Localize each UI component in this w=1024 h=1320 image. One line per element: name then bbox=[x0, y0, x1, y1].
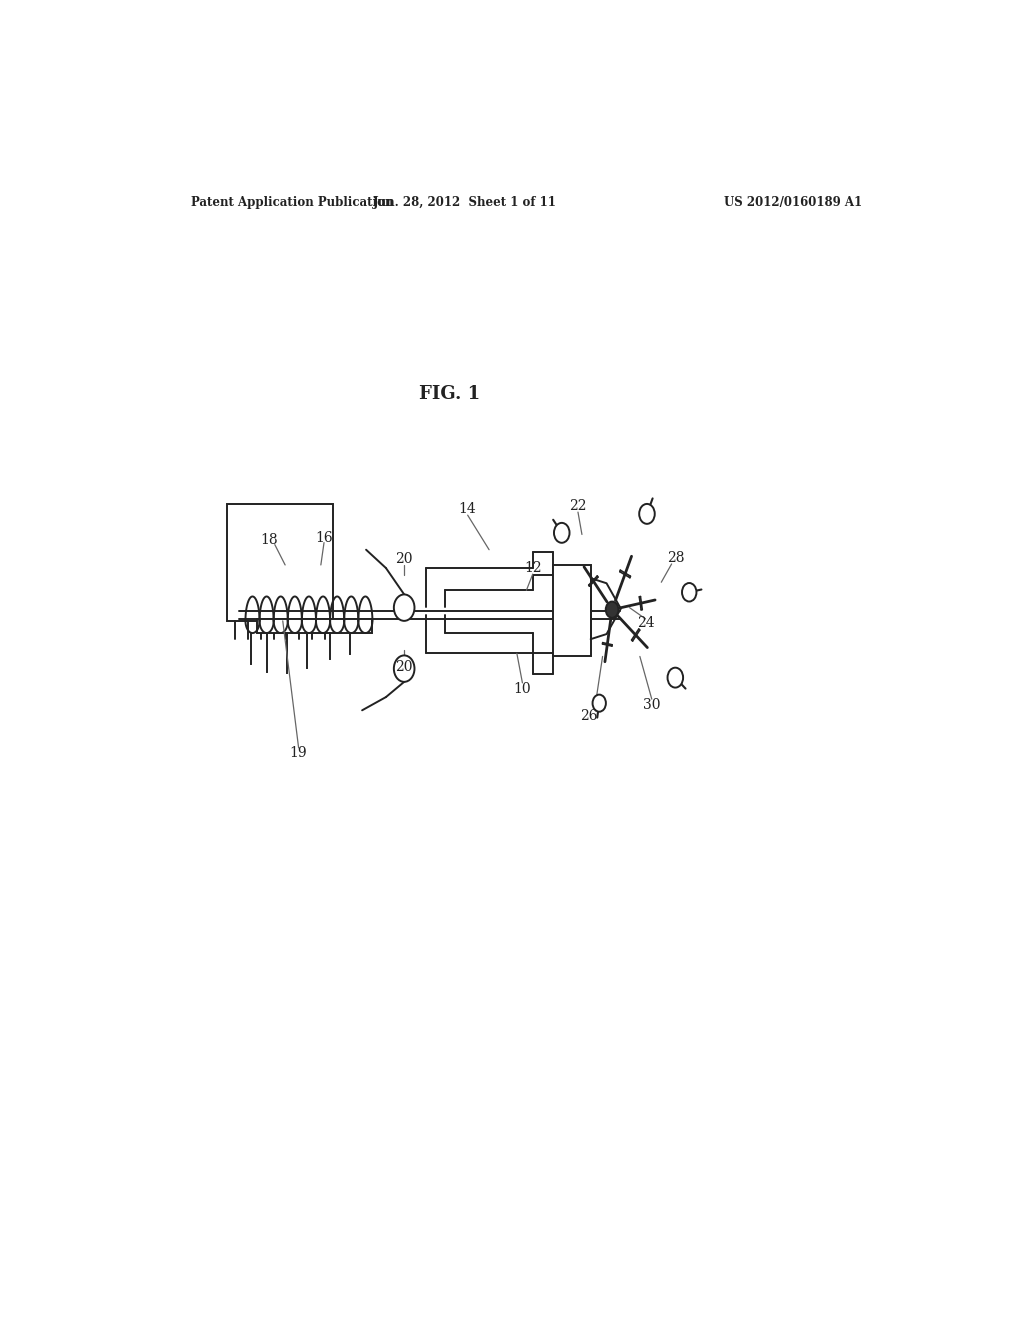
Circle shape bbox=[682, 583, 696, 602]
Bar bbox=[227, 504, 333, 620]
Bar bbox=[257, 619, 372, 634]
Bar bbox=[553, 565, 591, 656]
Text: 26: 26 bbox=[581, 709, 598, 723]
Text: 16: 16 bbox=[315, 531, 333, 545]
Text: 19: 19 bbox=[290, 746, 307, 760]
Text: 24: 24 bbox=[637, 616, 654, 630]
Circle shape bbox=[554, 523, 569, 543]
Text: 28: 28 bbox=[667, 550, 684, 565]
Circle shape bbox=[606, 602, 618, 618]
Text: 20: 20 bbox=[395, 660, 413, 673]
Text: 30: 30 bbox=[643, 698, 660, 713]
Circle shape bbox=[394, 594, 415, 620]
Text: 22: 22 bbox=[569, 499, 587, 513]
Text: Patent Application Publication: Patent Application Publication bbox=[191, 195, 394, 209]
Text: Jun. 28, 2012  Sheet 1 of 11: Jun. 28, 2012 Sheet 1 of 11 bbox=[374, 195, 557, 209]
Text: 14: 14 bbox=[459, 502, 476, 516]
Circle shape bbox=[394, 656, 415, 682]
Text: 10: 10 bbox=[514, 682, 531, 696]
Text: FIG. 1: FIG. 1 bbox=[419, 385, 480, 403]
Text: 12: 12 bbox=[524, 561, 542, 576]
Circle shape bbox=[593, 694, 606, 711]
Text: 20: 20 bbox=[395, 552, 413, 566]
Circle shape bbox=[668, 668, 683, 688]
Text: 18: 18 bbox=[260, 532, 279, 546]
Text: US 2012/0160189 A1: US 2012/0160189 A1 bbox=[724, 195, 862, 209]
Circle shape bbox=[639, 504, 654, 524]
